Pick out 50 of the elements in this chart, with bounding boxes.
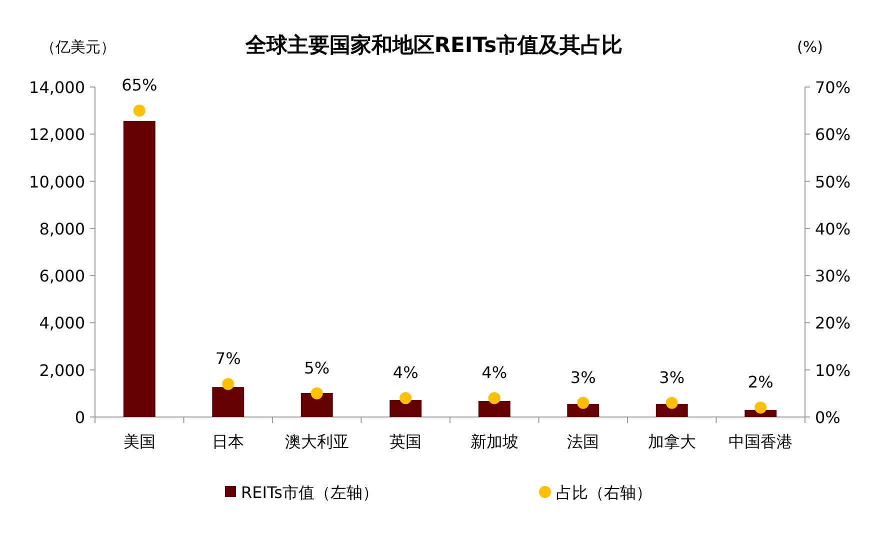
y2-tick-label: 0% xyxy=(815,408,840,427)
point xyxy=(222,378,234,390)
y-tick-label: 10,000 xyxy=(29,172,85,192)
bar xyxy=(300,392,333,417)
y-tick-label: 2,000 xyxy=(39,360,85,380)
data-label: 7% xyxy=(215,349,241,368)
y2-tick-label: 50% xyxy=(815,172,851,192)
data-label: 5% xyxy=(304,358,330,378)
data-label: 3% xyxy=(570,368,596,387)
x-tick-label: 法国 xyxy=(567,432,600,451)
point xyxy=(400,392,412,404)
y2-tick-label: 20% xyxy=(815,314,851,333)
y-tick-label: 0 xyxy=(74,408,85,427)
y2-tick-label: 30% xyxy=(815,266,851,286)
chart-title: 全球主要国家和地区REITs市值及其占比 xyxy=(244,33,623,57)
y2-tick-label: 70% xyxy=(815,78,851,97)
bar xyxy=(123,120,156,417)
y-tick-label: 8,000 xyxy=(39,219,85,238)
point xyxy=(133,104,146,117)
x-tick-label: 澳大利亚 xyxy=(284,432,349,451)
y-tick-label: 6,000 xyxy=(39,266,85,286)
data-label: 65% xyxy=(122,76,158,95)
x-tick-label: 新加坡 xyxy=(470,432,518,451)
y2-tick-label: 40% xyxy=(815,219,851,238)
bar xyxy=(478,400,510,417)
y2-axis-title: (%) xyxy=(797,38,823,56)
y-axis-title: （亿美元） xyxy=(40,38,116,56)
y-tick-label: 14,000 xyxy=(29,78,85,97)
data-label: 4% xyxy=(392,363,418,382)
point xyxy=(666,396,678,409)
bar xyxy=(212,387,244,417)
point xyxy=(488,392,500,404)
bar xyxy=(390,400,422,417)
x-tick-label: 中国香港 xyxy=(728,432,793,451)
legend-label: REITs市值（左轴） xyxy=(241,483,378,502)
legend-label: 占比（右轴） xyxy=(556,483,652,502)
y2-tick-label: 10% xyxy=(815,360,851,380)
x-tick-label: 日本 xyxy=(212,432,244,451)
data-label: 2% xyxy=(748,372,774,392)
y-tick-label: 4,000 xyxy=(39,314,85,333)
data-label: 4% xyxy=(482,363,508,382)
y2-tick-label: 60% xyxy=(815,125,851,144)
point xyxy=(577,396,590,409)
point xyxy=(310,387,323,400)
y-tick-label: 12,000 xyxy=(29,125,85,144)
x-tick-label: 英国 xyxy=(390,432,422,451)
x-tick-label: 美国 xyxy=(123,432,156,451)
x-tick-label: 加拿大 xyxy=(648,432,696,451)
data-label: 3% xyxy=(659,368,685,387)
point xyxy=(754,402,767,414)
